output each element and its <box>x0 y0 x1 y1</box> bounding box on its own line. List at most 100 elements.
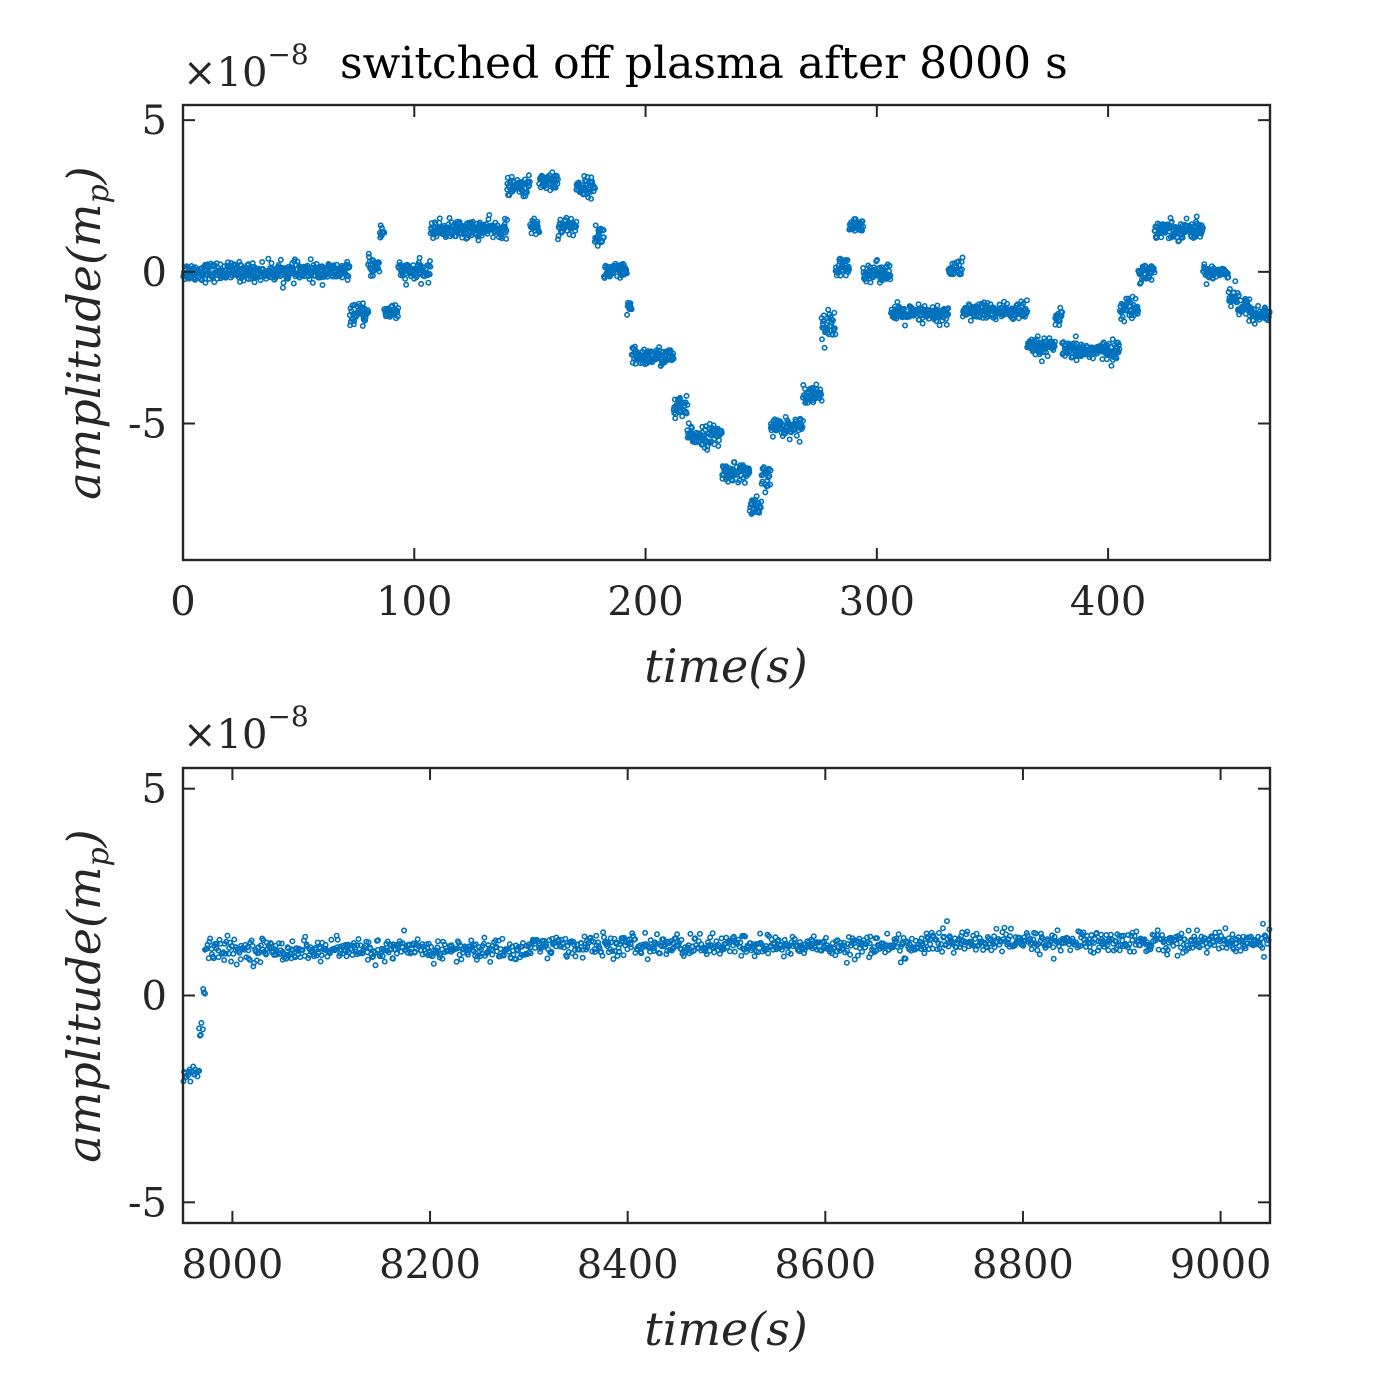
top-data-point <box>1108 362 1115 369</box>
bottom-data-point <box>257 959 264 966</box>
bottom-x-tick-label: 8400 <box>577 1242 679 1288</box>
bottom-data-point <box>791 935 798 942</box>
bottom-data-point <box>801 950 808 957</box>
top-data-point <box>523 189 530 196</box>
bottom-data-point <box>1186 945 1193 952</box>
bottom-data-point <box>404 949 411 956</box>
bottom-data-point <box>381 958 388 965</box>
bottom-data-point <box>249 942 256 949</box>
bottom-data-point <box>244 944 251 951</box>
bottom-data-point <box>1154 927 1161 934</box>
top-data-point <box>979 314 986 321</box>
top-data-point <box>915 301 922 308</box>
bottom-data-point <box>1259 944 1266 951</box>
top-data-point <box>1199 224 1206 231</box>
bottom-data-point <box>374 937 381 944</box>
bottom-data-point <box>365 939 372 946</box>
top-data-point <box>1168 218 1175 225</box>
bottom-y-axis-label: amplitude(mp) <box>57 829 116 1162</box>
bottom-data-point <box>487 958 494 965</box>
top-data-point <box>1203 281 1210 288</box>
top-data-point <box>211 279 218 286</box>
top-data-point <box>767 467 774 474</box>
top-data-point <box>786 436 793 443</box>
top-x-tick-label: 300 <box>839 579 915 625</box>
bottom-data-point <box>1221 937 1228 944</box>
bottom-data-point <box>562 935 569 942</box>
bottom-data-point <box>1133 928 1140 935</box>
top-data-point <box>526 178 533 185</box>
bottom-data-point <box>1155 946 1162 953</box>
bottom-data-point <box>1007 933 1014 940</box>
top-data-point <box>446 215 453 222</box>
bottom-data-point <box>609 948 616 955</box>
top-data-point <box>631 343 638 350</box>
top-data-point <box>1115 349 1122 356</box>
bottom-data-point <box>372 962 379 969</box>
top-data-point <box>818 397 825 404</box>
bottom-data-point <box>248 937 255 944</box>
bottom-data-point <box>489 951 496 958</box>
top-data-point <box>1004 300 1011 307</box>
top-data-point <box>1235 292 1242 299</box>
bottom-data-point <box>555 936 562 943</box>
bottom-data-point <box>198 1019 205 1026</box>
bottom-data-point <box>1103 931 1110 938</box>
top-data-point <box>769 433 776 440</box>
top-data-point <box>277 256 284 263</box>
bottom-data-point <box>670 944 677 951</box>
bottom-data-point <box>929 945 936 952</box>
top-data-point <box>396 259 403 266</box>
top-data-point <box>285 273 292 280</box>
top-data-point <box>279 284 286 291</box>
top-data-point <box>557 216 564 223</box>
bottom-data-point <box>1050 944 1057 951</box>
bottom-data-point <box>187 1078 194 1085</box>
top-data-point <box>554 236 561 243</box>
bottom-data-point <box>1090 949 1097 956</box>
bottom-data-point <box>1232 948 1239 955</box>
top-data-point <box>484 230 491 237</box>
top-data-point <box>933 317 940 324</box>
bottom-x-tick-label: 9000 <box>1170 1242 1272 1288</box>
bottom-data-point <box>867 933 874 940</box>
bottom-data-point <box>1119 937 1126 944</box>
bottom-data-point <box>1096 944 1103 951</box>
bottom-data-point <box>458 956 465 963</box>
bottom-y-tick-label: -5 <box>128 1180 167 1226</box>
bottom-data-point <box>847 951 854 958</box>
top-data-point <box>936 322 943 329</box>
bottom-data-point <box>1191 933 1198 940</box>
top-data-point <box>280 279 287 286</box>
top-data-point <box>718 430 725 437</box>
bottom-data-point <box>895 931 902 938</box>
bottom-data-point <box>866 940 873 947</box>
bottom-data-point <box>862 944 869 951</box>
bottom-data-point <box>1164 946 1171 953</box>
bottom-data-point <box>572 953 579 960</box>
bottom-data-point <box>1086 943 1093 950</box>
bottom-data-point <box>434 944 441 951</box>
bottom-data-point <box>474 953 481 960</box>
bottom-data-point <box>299 946 306 953</box>
bottom-data-point <box>822 934 829 941</box>
bottom-data-point <box>576 946 583 953</box>
top-data-point <box>594 242 601 249</box>
bottom-data-point <box>751 953 758 960</box>
bottom-data-point <box>631 936 638 943</box>
top-data-point <box>591 185 598 192</box>
top-data-point <box>1024 308 1031 315</box>
bottom-data-point <box>221 957 228 964</box>
bottom-data-point <box>278 940 285 947</box>
top-x-tick-label: 200 <box>607 579 683 625</box>
top-data-point <box>825 306 832 313</box>
bottom-data-point <box>1159 931 1166 938</box>
top-data-point <box>568 215 575 222</box>
top-data-point <box>992 316 999 323</box>
top-data-point <box>758 498 765 505</box>
bottom-data-point <box>757 930 764 937</box>
bottom-x-tick-label: 8600 <box>774 1242 876 1288</box>
top-data-point <box>1116 346 1123 353</box>
top-data-point <box>359 300 366 307</box>
bottom-data-point <box>627 941 634 948</box>
